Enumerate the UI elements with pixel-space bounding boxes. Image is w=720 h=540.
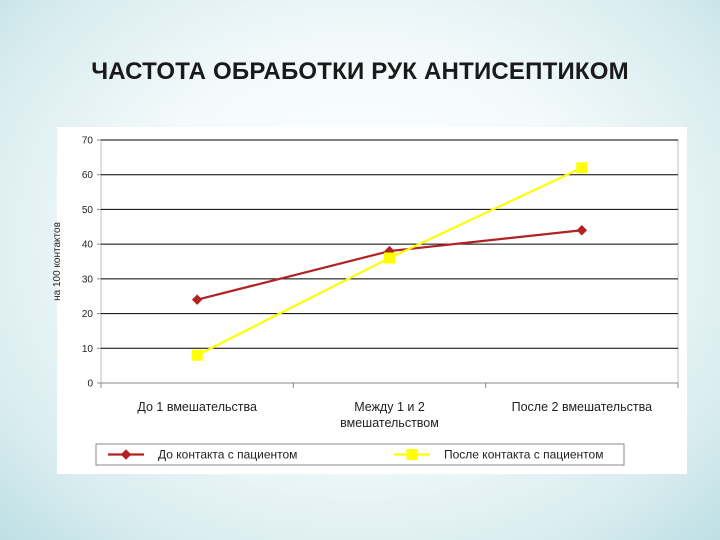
data-point-marker <box>576 162 588 174</box>
gridlines <box>101 139 678 349</box>
data-point-marker <box>384 252 395 264</box>
y-axis-ticks: 0 10 20 30 40 50 60 70 <box>82 136 101 390</box>
data-point-marker <box>191 349 203 361</box>
legend-label: До контакта с пациентом <box>158 448 297 462</box>
data-point-marker <box>406 449 418 460</box>
x-tick-label: Между 1 и 2 <box>354 400 425 414</box>
x-tick-label: До 1 вмешательства <box>137 400 257 414</box>
y-tick-label: 10 <box>82 344 94 355</box>
x-tick-label: вмешательством <box>340 416 439 430</box>
legend-box <box>95 443 625 466</box>
data-point-marker <box>576 225 588 236</box>
series-layer <box>191 162 588 361</box>
y-tick-label: 30 <box>82 274 94 285</box>
y-tick-label: 20 <box>82 309 94 320</box>
chart-area <box>57 127 687 474</box>
x-tick-label: После 2 вмешательства <box>512 400 652 414</box>
x-axis: До 1 вмешательства Между 1 и 2 вмешательст… <box>100 382 679 430</box>
data-point-marker <box>120 449 132 460</box>
y-tick-label: 0 <box>87 379 93 390</box>
y-tick-label: 70 <box>82 136 94 147</box>
y-tick-label: 50 <box>82 205 94 216</box>
data-point-marker <box>191 294 203 305</box>
slide-title: ЧАСТОТА ОБРАБОТКИ РУК АНТИСЕПТИКОМ <box>91 58 629 85</box>
legend-label: После контакта с пациентом <box>444 448 603 462</box>
y-tick-label: 40 <box>82 240 94 251</box>
y-tick-label: 60 <box>82 170 94 181</box>
y-axis-label: на 100 контактов <box>52 222 63 301</box>
legend: До контакта с пациентом После контакта с … <box>95 443 625 466</box>
